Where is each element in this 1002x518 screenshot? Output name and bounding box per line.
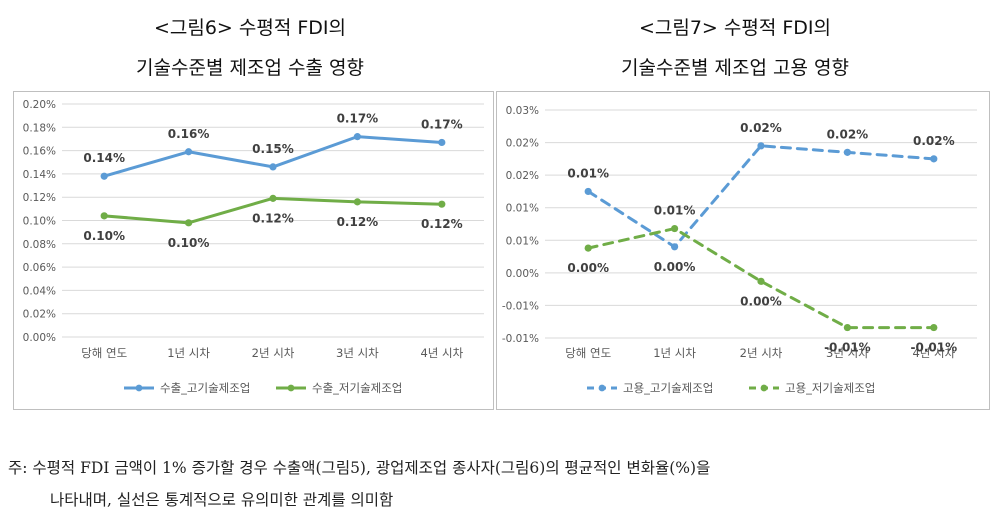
- y-tick-label: 0.03%: [506, 105, 539, 117]
- data-label: 0.15%: [252, 142, 294, 156]
- y-tick-label: 0.12%: [23, 192, 56, 204]
- data-label: 0.17%: [337, 112, 379, 126]
- data-point: [843, 323, 851, 332]
- y-tick-label: 0.02%: [506, 138, 539, 150]
- y-tick-label: 0.14%: [23, 169, 56, 181]
- legend-label: 고용_저기술제조업: [785, 381, 875, 395]
- data-label: 0.00%: [567, 261, 609, 275]
- data-point: [353, 133, 361, 141]
- data-point: [671, 243, 679, 251]
- chart-title-right-line1: <그림7> 수평적 FDI의: [638, 17, 832, 39]
- y-tick-label: 0.01%: [506, 203, 539, 215]
- x-tick-label: 3년 시차: [336, 346, 379, 360]
- chart-title-left-line1: <그림6> 수평적 FDI의: [153, 17, 347, 39]
- chart-title-right: <그림7> 수평적 FDI의 기술수준별 제조업 고용 영향: [525, 8, 945, 88]
- y-tick-label: 0.20%: [23, 99, 56, 111]
- data-label: 0.12%: [421, 217, 463, 231]
- legend-label: 고용_고기술제조업: [623, 381, 713, 395]
- data-label: 0.16%: [168, 127, 210, 141]
- chart-left: 0.00% 0.02% 0.04% 0.06% 0.08% 0.10% 0.12% 0.14%…: [23, 99, 484, 395]
- data-label: 0.00%: [740, 294, 782, 308]
- footnote-line2: 나타내며, 실선은 통계적으로 유의미한 관계를 의미함: [50, 491, 394, 509]
- data-label: 0.01%: [654, 204, 696, 218]
- data-label: -0.01%: [824, 341, 871, 355]
- data-point: [671, 224, 679, 233]
- legend-label: 수출_저기술제조업: [312, 381, 402, 395]
- data-label: 0.02%: [827, 127, 869, 141]
- data-point: [757, 277, 765, 285]
- chart-right: -0.01% -0.01% 0.00% 0.01% 0.01% 0.02% 0.02% 0.0…: [502, 105, 977, 395]
- data-label: 0.14%: [83, 151, 125, 165]
- data-label: 0.17%: [421, 117, 463, 131]
- y-tick-label: 0.16%: [23, 146, 56, 158]
- x-tick-label: 2년 시차: [252, 346, 295, 360]
- data-label: 0.00%: [654, 260, 696, 274]
- data-label: 0.10%: [83, 229, 125, 243]
- data-label: 0.12%: [252, 211, 294, 225]
- x-tick-label: 1년 시차: [653, 346, 696, 360]
- data-point: [584, 244, 592, 252]
- data-point: [185, 219, 193, 227]
- y-tick-label: 0.08%: [23, 239, 56, 251]
- data-point: [100, 172, 108, 180]
- y-tick-label: 0.02%: [23, 309, 56, 321]
- data-label: 0.01%: [567, 166, 609, 180]
- data-label: 0.02%: [913, 134, 955, 148]
- data-point: [269, 194, 277, 202]
- x-tick-label: 1년 시차: [167, 346, 210, 360]
- data-point: [353, 198, 361, 206]
- y-tick-label: 0.00%: [506, 268, 539, 280]
- y-tick-label: 0.04%: [23, 285, 56, 297]
- y-tick-label: 0.18%: [23, 122, 56, 134]
- series-line-high-tech: [586, 144, 936, 249]
- y-tick-label: -0.01%: [502, 300, 539, 312]
- data-point: [930, 155, 938, 163]
- data-label: 0.10%: [168, 236, 210, 250]
- y-tick-label: 0.01%: [506, 235, 539, 247]
- data-point: [930, 323, 938, 332]
- data-label: -0.01%: [910, 341, 957, 355]
- y-tick-label: 0.00%: [23, 332, 56, 344]
- data-point: [100, 212, 108, 220]
- legend-swatch-marker: [598, 384, 606, 392]
- data-point: [757, 142, 765, 150]
- x-tick-label: 당해 연도: [81, 346, 127, 360]
- data-label: 0.12%: [337, 215, 379, 229]
- data-point: [843, 148, 851, 156]
- chart-right-frame: -0.01% -0.01% 0.00% 0.01% 0.01% 0.02% 0.02% 0.0…: [496, 91, 990, 410]
- x-tick-label: 4년 시차: [420, 346, 463, 360]
- chart-left-frame: 0.00% 0.02% 0.04% 0.06% 0.08% 0.10% 0.12% 0.14%…: [13, 91, 494, 410]
- legend-swatch-marker: [135, 384, 143, 392]
- x-tick-label: 4년 시차: [912, 346, 955, 360]
- data-point: [185, 148, 193, 156]
- legend-swatch-marker: [287, 384, 295, 392]
- y-tick-label: 0.02%: [506, 170, 539, 182]
- chart-title-left: <그림6> 수평적 FDI의 기술수준별 제조업 수출 영향: [40, 8, 460, 88]
- data-point: [584, 187, 592, 196]
- legend-label: 수출_고기술제조업: [160, 381, 250, 395]
- x-tick-label: 2년 시차: [740, 346, 783, 360]
- legend-swatch-marker: [760, 384, 768, 392]
- data-point: [438, 138, 446, 147]
- y-tick-label: 0.06%: [23, 262, 56, 274]
- data-point: [269, 163, 277, 171]
- data-point: [438, 200, 446, 208]
- footnote: 주: 수평적 FDI 금액이 1% 증가할 경우 수출액(그림5), 광업제조업…: [8, 452, 710, 516]
- chart-title-left-line2: 기술수준별 제조업 수출 영향: [136, 57, 364, 79]
- y-tick-label: 0.10%: [23, 216, 56, 228]
- chart-title-right-line2: 기술수준별 제조업 고용 영향: [621, 57, 849, 79]
- footnote-line1: 주: 수평적 FDI 금액이 1% 증가할 경우 수출액(그림5), 광업제조업…: [8, 459, 711, 477]
- x-tick-label: 3년 시차: [826, 346, 869, 360]
- data-label: 0.02%: [740, 121, 782, 135]
- x-tick-label: 당해 연도: [565, 346, 611, 360]
- y-tick-label: -0.01%: [502, 333, 539, 345]
